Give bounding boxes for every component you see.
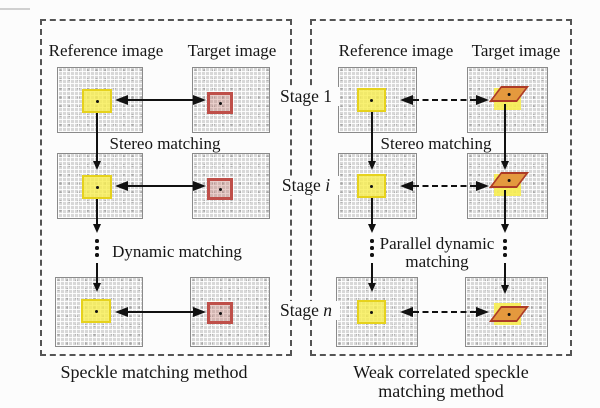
left-reference-image-label: Reference image (48, 41, 164, 60)
subset-center-dot (218, 101, 222, 105)
arrowhead-right-icon (476, 181, 489, 191)
arrowhead-right-icon (193, 95, 206, 105)
down-flow-arrow (367, 198, 377, 233)
target-subset-box (207, 92, 233, 114)
left-target-image-label: Target image (187, 41, 277, 60)
subset-center-dot (218, 311, 222, 315)
arrowhead-down-icon (93, 161, 101, 170)
right-method-caption: Weak correlated speckle matching method (353, 362, 529, 401)
down-flow-arrow (367, 112, 377, 170)
arrowhead-left-icon (115, 181, 128, 191)
arrowhead-down-icon (368, 283, 376, 292)
arrowhead-left-icon (400, 307, 413, 317)
reference-subset-box (357, 88, 386, 112)
arrowhead-right-icon (476, 307, 489, 317)
stage-n-label: Stage n (272, 301, 340, 320)
arrowhead-right-icon (193, 307, 206, 317)
down-flow-arrow (367, 263, 377, 292)
subset-center-dot (507, 312, 511, 316)
arrowhead-right-icon (476, 95, 489, 105)
reference-subset-box (357, 300, 386, 324)
subset-center-dot (370, 98, 373, 102)
left-method-caption: Speckle matching method (60, 362, 248, 382)
reference-subset-box (82, 175, 112, 199)
left-stereo-matching-label: Stereo matching (109, 134, 221, 153)
subset-center-dot (370, 310, 373, 314)
stereo-match-arrow-dashed (400, 181, 489, 191)
right-stereo-matching-label: Stereo matching (380, 134, 492, 153)
down-flow-arrow (500, 190, 510, 233)
continuation-dots-icon (503, 239, 507, 257)
stereo-match-arrow (115, 181, 206, 191)
arrowhead-left-icon (400, 181, 413, 191)
scan-artifact-line (0, 8, 30, 10)
reference-subset-box (82, 89, 112, 113)
subset-center-dot (507, 92, 511, 96)
arrowhead-down-icon (93, 224, 101, 233)
stereo-match-arrow-dashed (400, 307, 489, 317)
right-reference-image-label: Reference image (338, 41, 454, 60)
stereo-match-arrow-dashed (400, 95, 489, 105)
subset-center-dot (218, 187, 222, 191)
parallel-dynamic-matching-label: Parallel dynamic matching (379, 234, 495, 271)
stage-i-label: Stage i (272, 176, 340, 195)
subset-center-dot (95, 185, 99, 189)
continuation-dots-icon (95, 239, 99, 257)
arrowhead-left-icon (115, 307, 128, 317)
subset-center-dot (94, 309, 98, 313)
arrowhead-down-icon (368, 161, 376, 170)
stereo-match-arrow (115, 95, 206, 105)
subset-center-dot (370, 184, 373, 188)
continuation-dots-icon (370, 239, 374, 257)
stage-1-label: Stage 1 (272, 87, 340, 106)
subset-center-dot (95, 99, 99, 103)
stereo-match-arrow (115, 307, 206, 317)
reference-subset-box (357, 174, 386, 198)
arrowhead-left-icon (400, 95, 413, 105)
arrowhead-down-icon (501, 161, 509, 170)
dynamic-matching-label: Dynamic matching (112, 242, 242, 261)
arrowhead-down-icon (501, 285, 509, 294)
down-flow-arrow (92, 263, 102, 292)
arrowhead-down-icon (368, 224, 376, 233)
down-flow-arrow (500, 104, 510, 170)
arrowhead-right-icon (193, 181, 206, 191)
right-target-image-label: Target image (471, 41, 561, 60)
target-subset-box (207, 302, 233, 324)
arrowhead-left-icon (115, 95, 128, 105)
down-flow-arrow (92, 113, 102, 170)
down-flow-arrow (92, 199, 102, 233)
target-subset-box (207, 178, 233, 200)
arrowhead-down-icon (93, 283, 101, 292)
arrowhead-down-icon (501, 224, 509, 233)
subset-center-dot (507, 178, 511, 182)
down-flow-arrow (500, 263, 510, 294)
reference-subset-box (81, 299, 111, 323)
